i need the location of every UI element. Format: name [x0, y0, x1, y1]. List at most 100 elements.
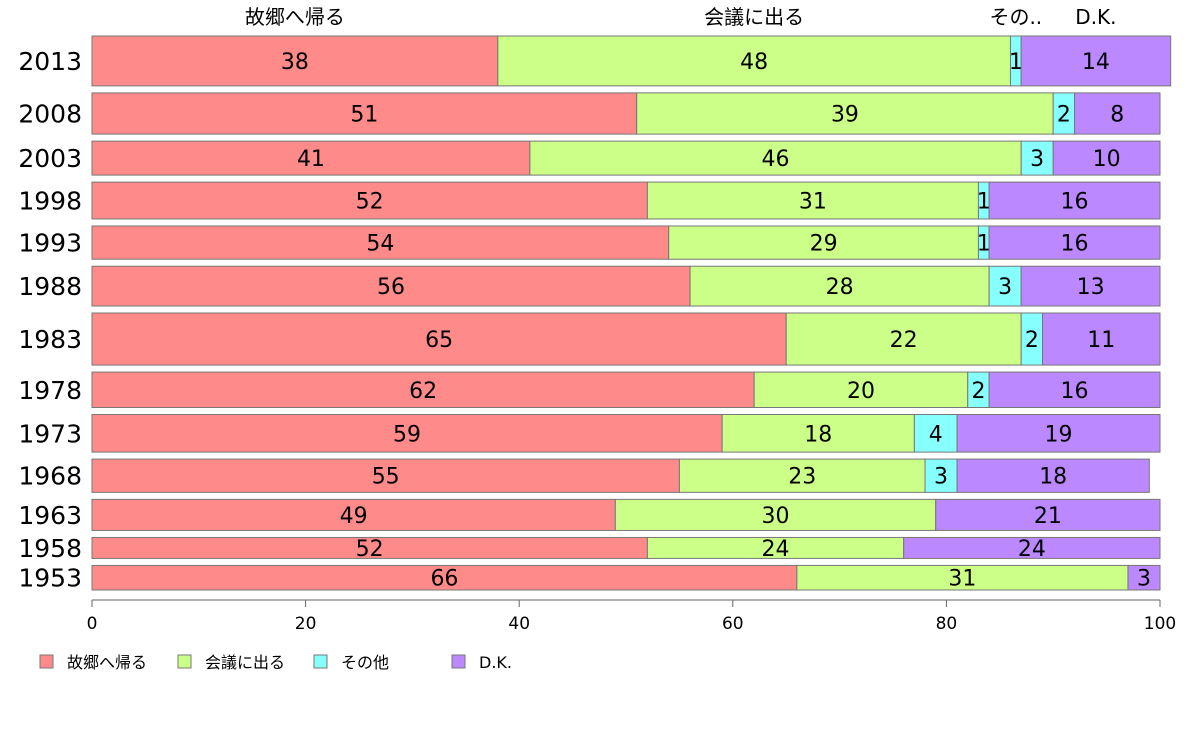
legend-item: D.K. [451, 653, 512, 672]
bar-segment [785, 312, 1022, 366]
bar-value-label: 1 [1009, 50, 1023, 75]
bar-row-2013: 38 48 1 14 [91, 35, 1172, 87]
bar-value-label: 49 [340, 504, 368, 529]
bar-value-label: 2 [971, 379, 985, 404]
bar-value-label: 16 [1061, 232, 1089, 257]
bar-value-label: 66 [430, 567, 458, 592]
bar-value-label: 19 [1045, 422, 1073, 447]
bar-segment [988, 225, 1161, 260]
bar-segment [91, 413, 723, 453]
bar-segment [988, 371, 1161, 408]
bar-segment [646, 181, 979, 220]
bar-segment [913, 413, 958, 453]
legend: 故郷へ帰る 会議に出る その他 D.K. [39, 653, 512, 672]
bar-value-label: 20 [847, 379, 875, 404]
bar-segment [91, 265, 691, 307]
bar-row-1993: 54 29 1 16 [91, 225, 1161, 260]
bar-segment [924, 458, 958, 493]
bar-row-2008: 51 39 2 8 [91, 92, 1161, 135]
bar-value-label: 16 [1061, 190, 1089, 215]
bar-segment [497, 35, 1011, 87]
bar-value-label: 23 [788, 465, 816, 490]
x-tick-label: 100 [1144, 614, 1176, 634]
bar-segment [1020, 140, 1054, 176]
bar-value-label: 16 [1061, 379, 1089, 404]
bar-row-1983: 65 22 2 11 [91, 312, 1161, 366]
legend-label: 会議に出る [205, 653, 285, 672]
y-tick-label: 2003 [18, 144, 82, 173]
bar-value-label: 24 [1018, 537, 1046, 562]
bar-value-label: 30 [762, 504, 790, 529]
bar-segment [1020, 35, 1172, 87]
bar-value-label: 21 [1034, 504, 1062, 529]
bar-value-label: 54 [366, 232, 394, 257]
bar-value-label: 1 [977, 232, 991, 257]
bar-segment [796, 564, 1129, 591]
bar-segment [721, 413, 915, 453]
y-tick-label: 1988 [18, 272, 82, 301]
bar-value-label: 31 [948, 567, 976, 592]
bar-segment [91, 458, 680, 493]
y-tick-label: 1958 [18, 534, 82, 563]
x-tick-label: 20 [295, 614, 317, 634]
bar-segment [935, 498, 1161, 531]
x-axis: 0 20 40 60 80 100 [87, 599, 1176, 634]
y-tick-label: 1998 [18, 187, 82, 216]
bar-segment [1127, 564, 1161, 591]
legend-item: 会議に出る [177, 653, 285, 672]
bar-value-label: 4 [929, 422, 943, 447]
bar-segment [956, 413, 1161, 453]
x-tick-label: 60 [722, 614, 744, 634]
bar-value-label: 48 [740, 50, 768, 75]
series-top-label: 故郷へ帰る [245, 5, 345, 29]
y-axis: 2013 2008 2003 1998 1993 1988 1983 1978 1973 1968… [18, 47, 82, 593]
bar-segment [988, 265, 1022, 307]
bar-value-label: 28 [826, 275, 854, 300]
bar-row-1988: 56 28 3 13 [91, 265, 1161, 307]
bar-segment [636, 92, 1054, 135]
bar-value-label: 8 [1110, 103, 1124, 128]
y-tick-label: 1978 [18, 376, 82, 405]
bar-value-label: 3 [1137, 567, 1151, 592]
bar-value-label: 14 [1082, 50, 1110, 75]
bar-segment [1052, 140, 1161, 176]
legend-swatch [313, 654, 328, 669]
bar-value-label: 2 [1057, 103, 1071, 128]
bar-value-label: 55 [372, 465, 400, 490]
bar-value-label: 52 [356, 190, 384, 215]
x-tick-label: 80 [936, 614, 958, 634]
bar-value-label: 24 [762, 537, 790, 562]
y-tick-label: 1953 [18, 564, 82, 593]
y-tick-label: 1993 [18, 229, 82, 258]
y-tick-label: 1963 [18, 501, 82, 530]
bar-value-label: 46 [762, 147, 790, 172]
bar-row-1953: 66 31 3 [91, 564, 1161, 592]
bar-value-label: 22 [890, 328, 918, 353]
bar-value-label: 62 [409, 379, 437, 404]
legend-swatch [451, 654, 466, 669]
bar-segment [1042, 312, 1161, 366]
y-tick-label: 1983 [18, 325, 82, 354]
bar-value-label: 13 [1077, 275, 1105, 300]
bar-row-2003: 41 46 3 10 [91, 140, 1161, 176]
bar-value-label: 2 [1025, 328, 1039, 353]
bar-segment [91, 140, 531, 176]
y-tick-label: 1968 [18, 462, 82, 491]
y-tick-label: 2008 [18, 100, 82, 129]
bar-segment [678, 458, 926, 493]
bar-segment [988, 181, 1161, 220]
bar-segment [91, 92, 638, 135]
bar-value-label: 1 [977, 190, 991, 215]
series-top-label: その.. [989, 5, 1042, 29]
bar-row-1963: 49 30 21 [91, 498, 1161, 531]
bar-value-label: 18 [804, 422, 832, 447]
legend-label: その他 [341, 653, 389, 672]
bar-segment [1020, 265, 1161, 307]
x-tick-label: 0 [87, 614, 98, 634]
bar-segment [689, 265, 990, 307]
bar-segment [903, 536, 1161, 559]
bar-segment [91, 564, 798, 591]
bar-value-label: 59 [393, 422, 421, 447]
bar-row-1998: 52 31 1 16 [91, 181, 1161, 220]
legend-item: その他 [313, 653, 389, 672]
